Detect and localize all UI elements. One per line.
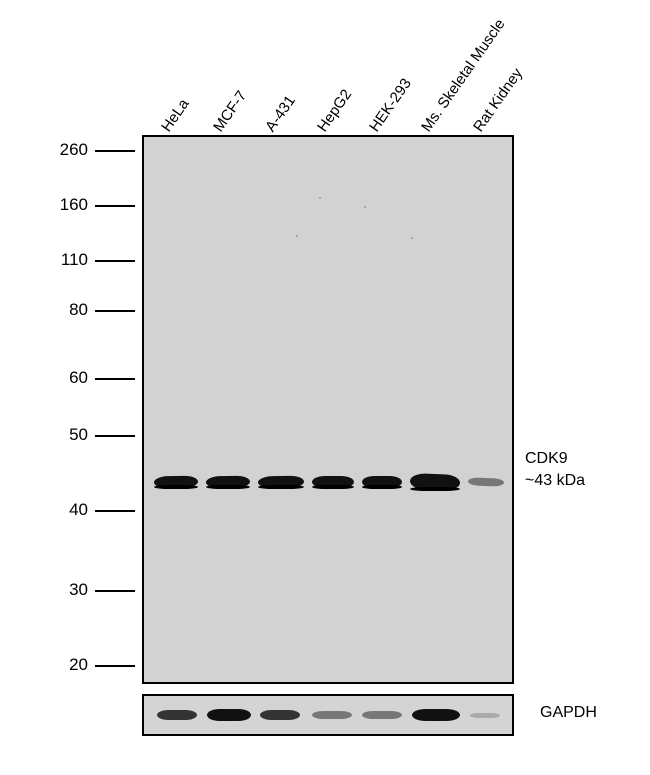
mw-marker-label: 60 [48, 368, 88, 388]
mw-marker-label: 30 [48, 580, 88, 600]
mw-marker-tick [95, 205, 135, 207]
target-mw-label: ~43 kDa [525, 472, 585, 490]
cdk9-band [468, 477, 504, 486]
lane-label: HeLa [158, 96, 192, 135]
cdk9-band-shadow [206, 485, 250, 489]
mw-marker-label: 260 [48, 140, 88, 160]
gapdh-band [157, 710, 197, 720]
gapdh-band [207, 709, 251, 721]
lane-label: HepG2 [314, 86, 355, 135]
cdk9-band-shadow [362, 485, 402, 489]
mw-marker-tick [95, 590, 135, 592]
mw-marker-tick [95, 435, 135, 437]
lane-label: HEK-293 [366, 75, 415, 135]
gapdh-band [312, 711, 352, 719]
cdk9-band-shadow [410, 487, 460, 491]
noise-speck [364, 206, 366, 208]
noise-speck [411, 237, 413, 239]
noise-speck [296, 235, 298, 237]
cdk9-band-shadow [312, 485, 354, 489]
gapdh-label: GAPDH [540, 704, 597, 722]
mw-marker-tick [95, 260, 135, 262]
cdk9-band-shadow [154, 485, 198, 489]
mw-marker-tick [95, 665, 135, 667]
mw-marker-label: 80 [48, 300, 88, 320]
target-name-label: CDK9 [525, 450, 568, 468]
gapdh-blot-membrane [142, 694, 514, 736]
cdk9-band-shadow [258, 485, 304, 489]
mw-marker-tick [95, 150, 135, 152]
gapdh-band [412, 709, 460, 721]
mw-marker-tick [95, 510, 135, 512]
mw-marker-label: 20 [48, 655, 88, 675]
main-blot-membrane [142, 135, 514, 684]
gapdh-band [362, 711, 402, 719]
mw-marker-tick [95, 310, 135, 312]
mw-marker-label: 50 [48, 425, 88, 445]
lane-label: MCF-7 [210, 88, 250, 135]
gapdh-band [470, 713, 500, 718]
mw-marker-tick [95, 378, 135, 380]
lane-label: Rat Kidney [470, 65, 526, 135]
noise-speck [319, 197, 321, 199]
lane-label: A-431 [262, 92, 299, 135]
mw-marker-label: 110 [48, 250, 88, 270]
mw-marker-label: 160 [48, 195, 88, 215]
mw-marker-label: 40 [48, 500, 88, 520]
gapdh-band [260, 710, 300, 720]
